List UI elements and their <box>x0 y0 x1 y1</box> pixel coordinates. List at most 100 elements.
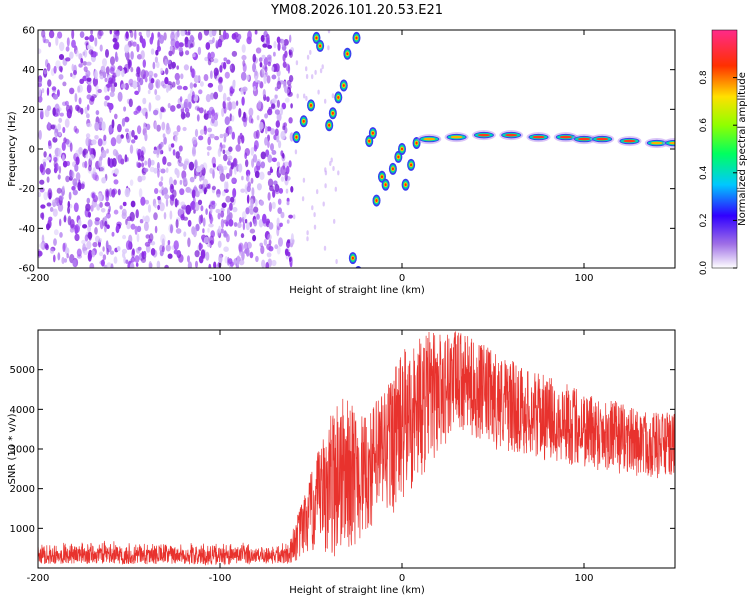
heatmap-track-peak <box>391 167 394 171</box>
heatmap-noise-blob <box>102 254 107 261</box>
heatmap-noise-blob <box>57 174 61 180</box>
heatmap-noise-blob <box>178 162 184 167</box>
heatmap-noise-blob <box>130 66 134 73</box>
heatmap-noise-blob <box>139 155 145 162</box>
heatmap-noise-blob <box>277 170 282 177</box>
heatmap-noise-blob <box>106 148 109 154</box>
heatmap-noise-blob <box>53 65 57 74</box>
heatmap-noise-blob <box>86 122 92 128</box>
heatmap-noise-blob <box>121 212 127 220</box>
heatmap-noise-blob <box>52 208 58 217</box>
heatmap-noise-blob <box>165 67 169 75</box>
heatmap-noise-blob <box>219 173 226 182</box>
heatmap-noise-blob <box>242 86 248 92</box>
heatmap-noise-blob <box>263 74 267 84</box>
heatmap-noise-blob <box>229 166 233 177</box>
heatmap-noise-blob <box>214 135 220 141</box>
heatmap-noise-blob <box>53 254 56 263</box>
heatmap-noise-blob <box>141 251 145 259</box>
heatmap-noise-blob <box>146 30 149 35</box>
heatmap-noise-blob <box>137 246 142 251</box>
heatmap-noise-blob <box>120 83 127 89</box>
heatmap-noise-blob <box>45 168 51 175</box>
heatmap-noise-blob <box>72 259 77 267</box>
heatmap-noise-blob <box>154 89 158 96</box>
heatmap-noise-blob <box>234 164 237 175</box>
heatmap-noise-blob <box>231 50 238 57</box>
heatmap-noise-blob <box>263 56 268 67</box>
heatmap-noise-blob <box>58 195 64 201</box>
heatmap-noise-blob <box>154 203 157 209</box>
heatmap-noise-blob <box>106 224 110 229</box>
heatmap-noise-blob <box>55 108 60 117</box>
heatmap-noise-blob <box>53 229 59 236</box>
heatmap-noise-blob <box>228 219 234 227</box>
heatmap-noise-blob <box>273 51 276 57</box>
heatmap-noise-blob <box>222 92 227 102</box>
heatmap-noise-blob <box>191 91 195 99</box>
heatmap-noise-blob <box>103 100 108 107</box>
heatmap-noise-blob <box>74 233 80 242</box>
heatmap-noise-blob <box>286 201 290 206</box>
heatmap-noise-blob <box>210 70 213 79</box>
heatmap-noise-blob <box>71 185 76 191</box>
heatmap-noise-blob <box>157 204 161 211</box>
heatmap-noise-blob <box>203 30 210 36</box>
heatmap-noise-blob <box>90 30 93 36</box>
heatmap-noise-blob <box>104 224 107 233</box>
heatmap-noise-blob <box>163 186 169 197</box>
heatmap-marks <box>38 30 675 268</box>
heatmap-noise-blob <box>63 137 67 144</box>
snr-ytick-label: 2000 <box>10 484 35 495</box>
heatmap-noise-blob <box>261 259 266 268</box>
heatmap-noise-blob <box>130 200 136 208</box>
heatmap-noise-blob <box>97 30 102 40</box>
heatmap-noise-blob <box>160 141 164 148</box>
heatmap-noise-blob <box>125 259 129 264</box>
heatmap-noise-blob <box>205 42 211 50</box>
heatmap-noise-blob <box>38 79 43 86</box>
heatmap-noise-blob <box>170 31 176 42</box>
heatmap-noise-blob <box>129 262 135 268</box>
heatmap-noise-blob <box>209 133 215 139</box>
heatmap-noise-blob <box>260 34 265 43</box>
heatmap-noise-blob <box>252 154 258 163</box>
heatmap-noise-blob <box>171 61 177 69</box>
heatmap-noise-blob <box>288 214 293 219</box>
heatmap-noise-blob <box>242 63 247 73</box>
heatmap-noise-blob <box>193 209 196 214</box>
heatmap-noise-blob <box>192 53 196 58</box>
heatmap-track-peak <box>315 36 318 40</box>
heatmap-noise-blob <box>167 102 171 109</box>
heatmap-noise-blob <box>68 191 72 201</box>
heatmap-noise-blob <box>166 86 169 93</box>
heatmap-noise-blob <box>319 68 323 74</box>
spectrogram-panel: -200 -100 0 100 60 40 20 0 -20 -40 -60 Height of s… <box>7 26 676 296</box>
heatmap-noise-blob <box>258 57 263 63</box>
heatmap-noise-blob <box>198 135 204 141</box>
heatmap-noise-blob <box>130 223 136 230</box>
heatmap-noise-blob <box>164 264 169 268</box>
heatmap-noise-blob <box>141 38 146 45</box>
heatmap-noise-blob <box>48 41 52 48</box>
heatmap-noise-blob <box>101 177 107 184</box>
heatmap-noise-blob <box>106 212 111 219</box>
snr-ticks: -200 -100 0 100 5000 4000 3000 2000 1000 <box>10 330 675 584</box>
heatmap-noise-blob <box>207 183 211 190</box>
heatmap-noise-blob <box>265 262 269 268</box>
spectrogram-ytick-label: -60 <box>19 264 35 275</box>
heatmap-noise-blob <box>290 186 294 193</box>
heatmap-noise-blob <box>148 102 152 112</box>
heatmap-noise-blob <box>175 228 182 234</box>
heatmap-noise-blob <box>139 108 146 114</box>
heatmap-noise-blob <box>69 227 75 233</box>
heatmap-noise-blob <box>187 93 192 103</box>
heatmap-noise-blob <box>140 196 146 206</box>
heatmap-noise-blob <box>122 252 126 258</box>
heatmap-noise-blob <box>227 258 233 265</box>
heatmap-noise-blob <box>217 164 223 170</box>
heatmap-noise-blob <box>234 230 238 237</box>
heatmap-noise-blob <box>173 249 179 255</box>
heatmap-noise-blob <box>113 30 119 35</box>
heatmap-noise-blob <box>247 30 252 41</box>
